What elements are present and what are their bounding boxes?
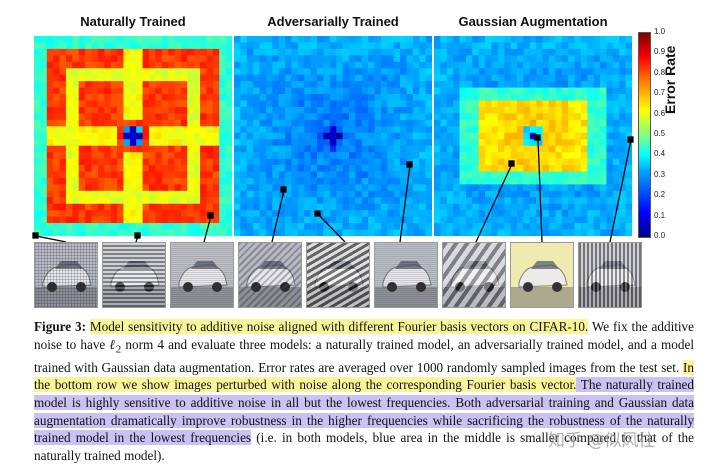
perturbed-car-thumbnail [170,242,234,308]
perturbed-car-thumbnail [578,242,642,308]
figure-caption: Figure 3: Model sensitivity to additive … [34,318,695,464]
panel-title-gaussian: Gaussian Augmentation [458,14,608,29]
caption-text-2a: We fix the additive noise to have [34,319,695,352]
heatmap-adversarial [234,36,432,236]
perturbed-car-thumbnail [102,242,166,308]
perturbed-car-thumbnail [306,242,370,308]
colorbar-tick-label: 0.5 [654,129,666,138]
colorbar-tick-label: 0.4 [654,149,666,159]
colorbar [638,32,651,238]
colorbar-tick-label: 0.7 [654,88,666,98]
colorbar-tick-label: 0.6 [654,108,666,118]
norm-symbol: ℓ [109,336,116,352]
caption-highlight-sentence-1: Model sensitivity to additive noise alig… [89,319,589,334]
zhihu-watermark: 知乎 @似风往 [548,431,656,451]
perturbed-car-thumbnail [34,242,98,308]
perturbed-car-thumbnail [374,242,438,308]
heatmap-gaussian [434,36,632,236]
perturbed-car-thumbnail [510,242,574,308]
perturbed-car-thumbnail [442,242,506,308]
caption-text-6: (i.e. in both models, blue area in the m… [34,430,694,463]
colorbar-tick-label: 0.0 [654,231,666,240]
colorbar-tick-label: 1.0 [654,27,666,36]
caption-text-2b: norm 4 and evaluate three models: a natu… [34,336,694,375]
figure-label: Figure 3: [34,319,86,334]
panel-title-adversarial: Adversarially Trained [267,14,399,29]
colorbar-label: Error Rate [662,45,678,114]
colorbar-tick-label: 0.2 [654,190,666,200]
panel-title-natural: Naturally Trained [80,14,186,29]
colorbar-tick-label: 0.9 [654,47,666,57]
heatmap-natural [34,36,232,236]
colorbar-tick-label: 0.8 [654,67,666,77]
colorbar-tick-label: 0.3 [654,169,666,179]
colorbar-tick-label: 0.1 [654,210,666,220]
perturbed-car-thumbnail [238,242,302,308]
norm-subscript: 2 [115,343,122,356]
